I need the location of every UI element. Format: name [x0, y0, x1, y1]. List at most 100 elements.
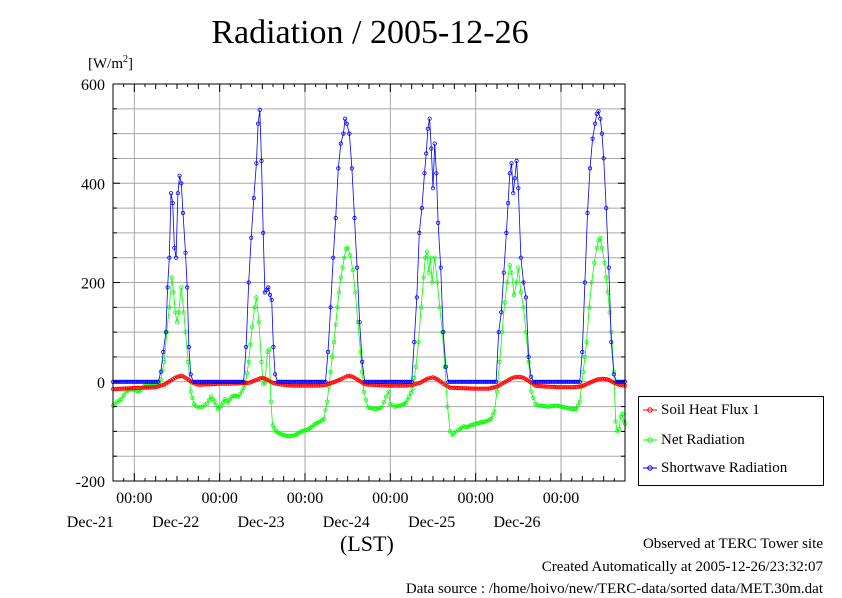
data-point-net-radiation: [383, 394, 389, 399]
data-point-net-radiation: [421, 275, 426, 280]
data-point-net-radiation: [248, 342, 253, 347]
data-point-shortwave-radiation: [179, 181, 184, 186]
data-point-shortwave-radiation: [511, 191, 516, 196]
chart-grid: [113, 84, 625, 481]
data-point-net-radiation: [321, 416, 326, 422]
data-point-shortwave-radiation: [255, 121, 261, 126]
data-point-net-radiation: [353, 290, 358, 295]
data-point-net-radiation: [412, 375, 417, 381]
data-point-shortwave-radiation: [251, 196, 256, 201]
data-point-net-radiation: [360, 369, 365, 374]
x-tick-time-label: 00:00: [287, 490, 323, 507]
data-point-net-radiation: [219, 403, 224, 408]
data-point-net-radiation: [408, 390, 413, 395]
x-tick-date-label: Dec-25: [408, 514, 455, 531]
data-point-shortwave-radiation: [599, 131, 605, 136]
data-point-shortwave-radiation: [414, 295, 419, 300]
data-point-shortwave-radiation: [509, 161, 514, 166]
data-point-net-radiation: [121, 393, 126, 398]
data-point-soil-heat-flux-1: [493, 384, 498, 390]
legend-item-soil-heat-flux: Soil Heat Flux 1: [643, 399, 760, 421]
data-point-shortwave-radiation: [156, 379, 161, 384]
data-point-net-radiation: [250, 325, 255, 330]
data-point-shortwave-radiation: [341, 131, 346, 136]
data-point-soil-heat-flux-1: [510, 375, 515, 380]
data-point-soil-heat-flux-1: [426, 376, 432, 381]
data-point-net-radiation: [176, 310, 181, 315]
data-point-shortwave-radiation: [271, 344, 276, 350]
data-point-shortwave-radiation: [501, 270, 506, 275]
chart-title: Radiation / 2005-12-26: [211, 14, 529, 51]
data-point-soil-heat-flux-1: [327, 381, 332, 386]
x-tick-date-label: Dec-24: [323, 514, 370, 531]
data-point-shortwave-radiation: [435, 220, 441, 225]
data-point-net-radiation: [181, 310, 186, 315]
data-point-net-radiation: [335, 305, 340, 310]
legend: Soil Heat Flux 1 Net Radiation Shortwave…: [638, 396, 824, 486]
data-point-soil-heat-flux-1: [512, 375, 517, 380]
legend-label: Soil Heat Flux 1: [661, 401, 760, 418]
data-point-net-radiation: [239, 389, 244, 394]
data-point-net-radiation: [396, 403, 401, 408]
data-point-net-radiation: [256, 320, 261, 325]
data-point-shortwave-radiation: [422, 171, 427, 176]
data-point-net-radiation: [581, 369, 586, 374]
data-point-net-radiation: [594, 245, 599, 250]
data-point-shortwave-radiation: [521, 280, 526, 285]
legend-marker-green: [643, 437, 657, 443]
data-point-net-radiation: [361, 389, 366, 394]
data-point-shortwave-radiation: [154, 379, 159, 384]
data-point-shortwave-radiation: [493, 379, 499, 384]
data-point-shortwave-radiation: [507, 171, 512, 176]
data-point-shortwave-radiation: [342, 116, 348, 121]
data-point-shortwave-radiation: [158, 369, 163, 374]
data-point-net-radiation: [607, 310, 612, 315]
data-point-soil-heat-flux-1: [341, 375, 346, 380]
data-point-shortwave-radiation: [349, 166, 354, 171]
y-tick-label: -200: [76, 474, 105, 491]
data-point-shortwave-radiation: [321, 379, 326, 384]
data-point-shortwave-radiation: [347, 131, 352, 136]
x-tick-time-label: 00:00: [201, 490, 237, 507]
x-tick-date-label: Dec-23: [237, 514, 284, 531]
data-point-net-radiation: [575, 403, 581, 408]
data-point-shortwave-radiation: [417, 230, 422, 235]
data-point-net-radiation: [502, 300, 507, 305]
x-tick-date-label: Dec-22: [152, 514, 199, 531]
data-point-shortwave-radiation: [596, 109, 601, 114]
data-point-net-radiation: [432, 255, 437, 260]
data-point-net-radiation: [330, 354, 335, 359]
data-point-net-radiation: [325, 399, 330, 404]
data-point-net-radiation: [410, 387, 415, 392]
data-point-net-radiation: [490, 413, 495, 418]
data-point-net-radiation: [252, 305, 257, 310]
data-point-shortwave-radiation: [185, 285, 190, 290]
data-point-net-radiation: [563, 405, 568, 410]
data-point-net-radiation: [342, 255, 347, 260]
data-point-net-radiation: [598, 235, 603, 240]
y-tick-label: 200: [81, 276, 105, 293]
data-point-net-radiation: [174, 320, 180, 325]
data-point-soil-heat-flux-1: [519, 375, 524, 380]
data-point-net-radiation: [621, 419, 627, 424]
data-point-shortwave-radiation: [601, 156, 606, 161]
data-point-shortwave-radiation: [175, 191, 180, 196]
data-point-net-radiation: [435, 280, 440, 285]
data-point-net-radiation: [377, 405, 383, 410]
data-point-net-radiation: [589, 280, 594, 285]
legend-item-net-radiation: Net Radiation: [643, 429, 745, 451]
data-point-shortwave-radiation: [246, 280, 251, 285]
data-point-net-radiation: [599, 245, 605, 250]
data-point-shortwave-radiation: [269, 297, 274, 302]
y-tick-label: 0: [97, 375, 105, 392]
data-point-net-radiation: [592, 260, 597, 265]
series-line-net-radiation: [112, 236, 626, 437]
x-axis-label: (LST): [340, 531, 394, 556]
data-point-shortwave-radiation: [430, 186, 436, 191]
footer-observed: Observed at TERC Tower site: [642, 536, 823, 552]
data-point-net-radiation: [565, 405, 570, 411]
data-point-shortwave-radiation: [338, 141, 343, 146]
data-point-shortwave-radiation: [188, 372, 193, 377]
x-tick-time-label: 00:00: [543, 490, 579, 507]
data-point-shortwave-radiation: [323, 379, 328, 384]
